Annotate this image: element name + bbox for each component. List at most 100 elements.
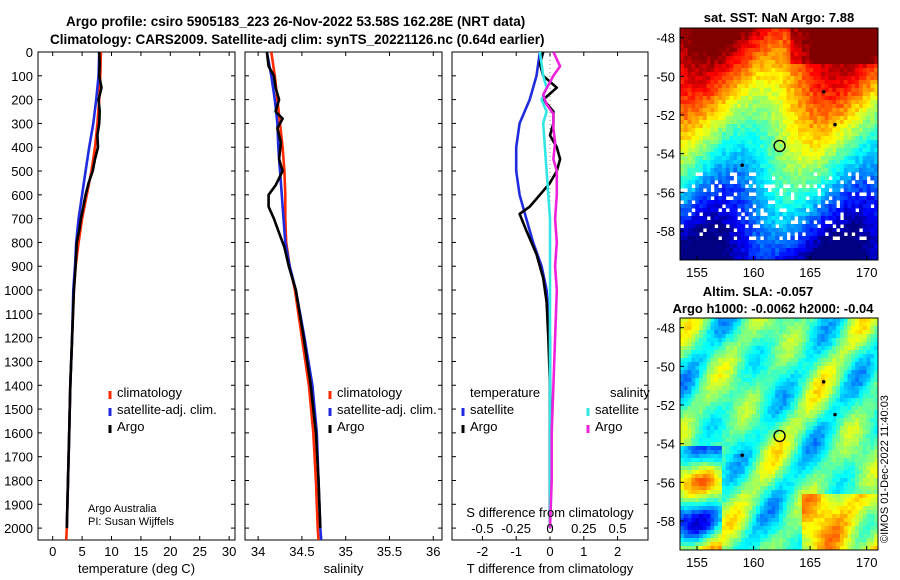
map-cell	[855, 398, 860, 403]
map-cell	[828, 374, 833, 379]
map-cell	[706, 108, 711, 113]
map-cell	[862, 132, 868, 137]
map-cell	[775, 36, 780, 41]
map-cell	[836, 72, 841, 77]
map-cell	[870, 446, 875, 451]
map-cell	[748, 366, 753, 371]
map-cell	[824, 378, 829, 383]
map-cell	[866, 40, 871, 45]
map-cell	[767, 76, 772, 81]
map-cell	[683, 208, 689, 213]
map-cell	[855, 48, 860, 53]
map-cell	[695, 88, 700, 93]
map-cell	[809, 52, 814, 57]
map-cell	[782, 462, 788, 467]
map-cell	[680, 72, 685, 77]
map-cell	[748, 454, 753, 459]
map-cell	[733, 220, 738, 225]
map-cell	[756, 208, 761, 213]
map-cell	[866, 362, 871, 367]
map-cell	[699, 326, 704, 331]
map-cell	[813, 322, 818, 327]
map-cell	[843, 362, 849, 367]
map-cell	[737, 402, 742, 407]
map-cell	[858, 188, 864, 193]
map-cell	[843, 80, 849, 85]
map-cell	[855, 236, 860, 241]
map-cell	[870, 116, 875, 121]
map-cell	[847, 338, 852, 343]
map-cell	[706, 72, 711, 77]
map-cell	[748, 32, 753, 37]
map-cell	[683, 196, 689, 201]
map-cell	[820, 446, 826, 451]
map-cell	[752, 216, 757, 221]
map-cell	[683, 148, 689, 153]
map-cell	[721, 136, 727, 141]
map-cell	[874, 318, 879, 323]
map-cell	[691, 398, 696, 403]
map-cell	[862, 84, 868, 89]
map-cell	[721, 52, 727, 57]
map-cell	[737, 88, 742, 93]
map-cell	[817, 240, 822, 245]
map-cell	[809, 128, 814, 133]
map-cell	[836, 318, 841, 323]
map-cell	[752, 132, 757, 137]
map-cell	[843, 414, 849, 419]
map-cell	[740, 168, 746, 173]
map-cell	[782, 394, 788, 399]
map-cell	[858, 196, 864, 201]
map-cell	[725, 188, 730, 193]
map-cell	[763, 120, 769, 125]
map-cell	[786, 414, 791, 419]
map-cell	[820, 454, 826, 459]
map-cell	[855, 358, 860, 363]
map-cell	[832, 100, 837, 105]
map-cell	[779, 446, 784, 451]
map-cell	[798, 422, 803, 427]
map-cell	[817, 132, 822, 137]
map-cell	[813, 462, 818, 467]
map-cell	[824, 84, 829, 89]
map-cell	[714, 402, 719, 407]
map-cell	[817, 40, 822, 45]
map-cell	[820, 108, 826, 113]
map-cell	[699, 374, 704, 379]
map-cell	[824, 44, 829, 49]
map-cell	[809, 212, 814, 217]
map-cell	[866, 228, 871, 233]
map-cell	[813, 370, 818, 375]
map-cell	[782, 32, 788, 37]
map-cell	[866, 128, 871, 133]
map-cell	[702, 414, 708, 419]
map-cell	[702, 168, 708, 173]
map-cell	[832, 88, 837, 93]
map-cell	[794, 80, 799, 85]
map-cell	[786, 418, 791, 423]
map-cell	[786, 382, 791, 387]
map-cell	[798, 208, 803, 213]
map-cell	[870, 390, 875, 395]
map-cell	[866, 232, 871, 237]
map-cell	[862, 212, 868, 217]
map-cell	[866, 88, 871, 93]
map-cell	[820, 148, 826, 153]
map-cell	[729, 52, 734, 57]
map-cell	[843, 338, 849, 343]
map-cell	[839, 72, 845, 77]
map-cell	[763, 124, 769, 129]
map-cell	[801, 398, 807, 403]
map-cell	[714, 244, 719, 249]
map-cell	[839, 56, 845, 61]
map-cell	[858, 450, 864, 455]
map-cell	[706, 164, 711, 169]
map-cell	[801, 132, 807, 137]
map-cell	[752, 68, 757, 73]
map-cell	[779, 64, 784, 69]
map-cell	[870, 342, 875, 347]
map-cell	[801, 370, 807, 375]
map-cell	[851, 446, 856, 451]
map-cell	[756, 350, 761, 355]
map-cell	[702, 136, 708, 141]
